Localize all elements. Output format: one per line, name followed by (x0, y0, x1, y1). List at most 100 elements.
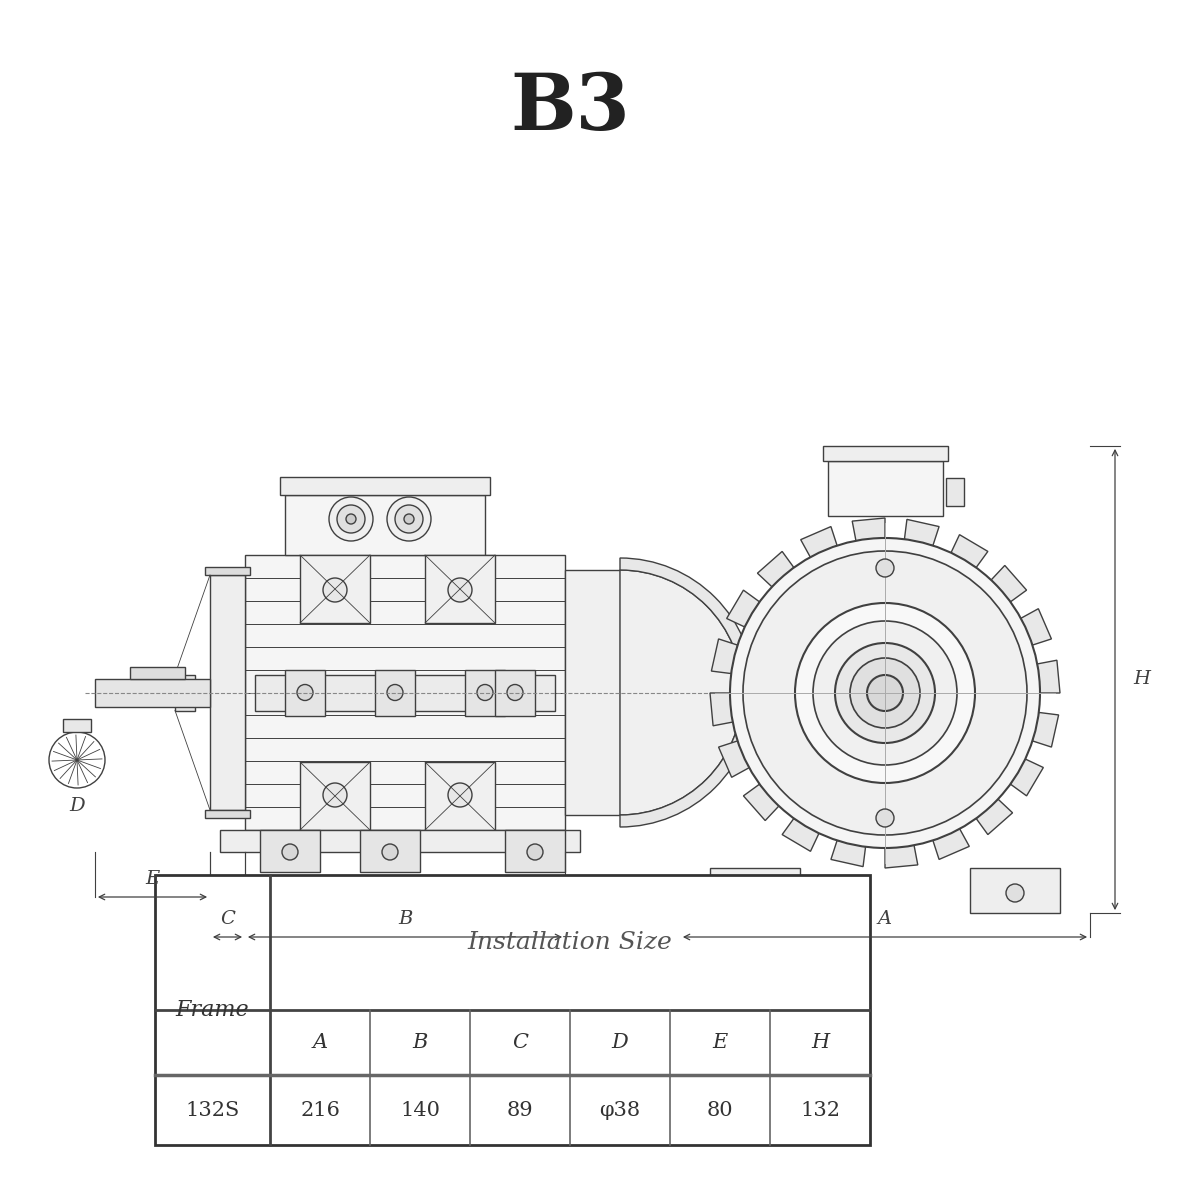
Bar (260, 830, 320, 872)
Bar (245, 554, 565, 830)
Text: E: E (145, 870, 160, 888)
Bar (95, 678, 210, 707)
Bar (823, 446, 948, 461)
Bar (300, 554, 370, 623)
Text: C: C (512, 1033, 528, 1052)
Polygon shape (991, 565, 1026, 602)
Bar (946, 478, 964, 506)
Bar (205, 566, 250, 575)
Text: 216: 216 (300, 1100, 340, 1120)
Circle shape (346, 514, 356, 524)
Circle shape (382, 844, 398, 860)
Circle shape (743, 551, 1027, 835)
Bar (64, 719, 91, 732)
Circle shape (323, 782, 347, 806)
Text: Frame: Frame (175, 998, 250, 1021)
Circle shape (448, 782, 472, 806)
Bar (374, 670, 415, 715)
Polygon shape (712, 638, 738, 673)
Circle shape (866, 674, 904, 710)
Bar (360, 830, 420, 872)
Text: D: D (612, 1033, 629, 1052)
Bar (970, 868, 1060, 913)
Text: B: B (398, 910, 412, 928)
Text: H: H (811, 1033, 829, 1052)
Bar (256, 674, 554, 710)
Bar (130, 666, 185, 678)
Bar (205, 810, 250, 818)
Bar (710, 868, 800, 913)
Circle shape (796, 602, 974, 782)
Circle shape (395, 505, 424, 533)
Polygon shape (905, 520, 940, 546)
Bar (286, 670, 325, 715)
Circle shape (814, 622, 958, 766)
Polygon shape (710, 692, 733, 726)
Text: B: B (413, 1033, 427, 1052)
Text: 132S: 132S (185, 1100, 240, 1120)
Bar (286, 494, 485, 554)
Polygon shape (852, 518, 886, 541)
Circle shape (835, 643, 935, 743)
Polygon shape (1032, 713, 1058, 748)
Bar (300, 762, 370, 830)
Polygon shape (1010, 758, 1043, 796)
Text: B3: B3 (510, 70, 630, 146)
Polygon shape (976, 799, 1013, 834)
Text: D: D (70, 797, 85, 815)
Circle shape (527, 844, 542, 860)
Text: C: C (220, 910, 235, 928)
Text: H: H (1133, 671, 1150, 689)
Circle shape (730, 538, 1040, 848)
Polygon shape (744, 784, 779, 821)
Polygon shape (950, 535, 988, 568)
Circle shape (478, 684, 493, 701)
Circle shape (323, 578, 347, 602)
Wedge shape (620, 558, 755, 827)
Circle shape (329, 497, 373, 541)
Polygon shape (782, 818, 820, 851)
Circle shape (448, 578, 472, 602)
Polygon shape (1021, 608, 1051, 646)
Circle shape (386, 497, 431, 541)
Bar (505, 830, 565, 872)
Circle shape (508, 684, 523, 701)
Circle shape (404, 514, 414, 524)
Text: A: A (312, 1033, 328, 1052)
Circle shape (850, 658, 920, 728)
Polygon shape (727, 590, 760, 628)
Polygon shape (757, 552, 794, 587)
Circle shape (876, 559, 894, 577)
Text: E: E (713, 1033, 727, 1052)
Wedge shape (620, 570, 743, 815)
Polygon shape (800, 527, 838, 557)
Polygon shape (719, 740, 749, 778)
Bar (496, 670, 535, 715)
Circle shape (876, 809, 894, 827)
Polygon shape (1037, 660, 1060, 692)
Bar (155, 875, 870, 1145)
Bar (175, 674, 194, 710)
Text: 132: 132 (800, 1100, 840, 1120)
Bar (565, 570, 620, 815)
Text: 89: 89 (506, 1100, 533, 1120)
Circle shape (746, 884, 764, 902)
Bar (210, 575, 245, 810)
Text: 140: 140 (400, 1100, 440, 1120)
Text: φ38: φ38 (600, 1100, 641, 1120)
Polygon shape (932, 829, 970, 859)
Bar (466, 670, 505, 715)
Text: 80: 80 (707, 1100, 733, 1120)
Circle shape (1006, 884, 1024, 902)
Circle shape (386, 684, 403, 701)
Circle shape (337, 505, 365, 533)
Bar (828, 461, 943, 516)
Bar (425, 554, 496, 623)
Polygon shape (830, 840, 865, 866)
Circle shape (298, 684, 313, 701)
Polygon shape (886, 845, 918, 868)
Text: A: A (878, 910, 892, 928)
Text: Installation Size: Installation Size (468, 931, 672, 954)
Bar (220, 830, 580, 852)
Bar (425, 762, 496, 830)
